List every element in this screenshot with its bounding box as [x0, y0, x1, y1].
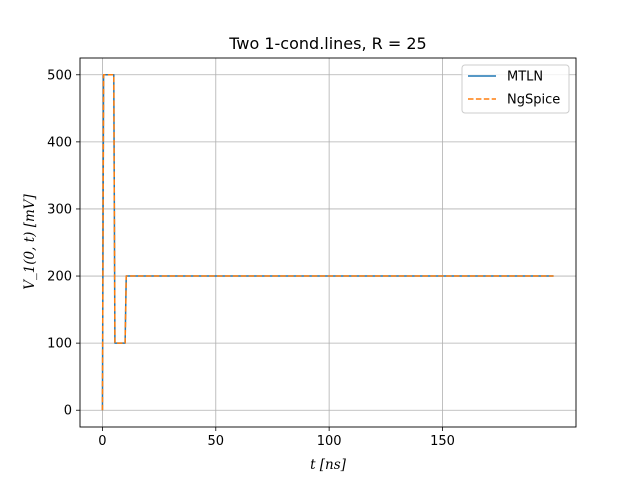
- y-tick-label: 100: [47, 337, 72, 352]
- series-line-ngspice: [101, 74, 554, 411]
- legend-box: [461, 64, 570, 114]
- x-axis-label: t [ns]: [310, 457, 347, 473]
- plot-area: [80, 58, 576, 427]
- y-tick-label: 500: [47, 68, 72, 83]
- x-tick-label: 150: [430, 434, 455, 449]
- series-group: [101, 74, 554, 411]
- y-axis-label: V_1(0, t) [mV]: [22, 193, 38, 289]
- y-tick-label: 0: [64, 404, 72, 419]
- chart-title: Two 1-cond.lines, R = 25: [228, 34, 426, 53]
- x-tick-label: 50: [208, 434, 225, 449]
- axes-frame: [79, 57, 577, 428]
- tick-labels: 0 50 100 150 0 100 200 300 400 500: [47, 68, 455, 449]
- y-tick-label: 200: [47, 270, 72, 285]
- legend: MTLN NgSpice: [461, 64, 570, 114]
- y-tick-label: 400: [47, 135, 72, 150]
- x-tick-label: 100: [317, 434, 342, 449]
- legend-label-ngspice: NgSpice: [507, 93, 560, 108]
- x-tick-label: 0: [98, 434, 106, 449]
- tick-marks: [76, 74, 443, 431]
- legend-label-mtln: MTLN: [507, 70, 543, 85]
- y-tick-label: 300: [47, 202, 72, 217]
